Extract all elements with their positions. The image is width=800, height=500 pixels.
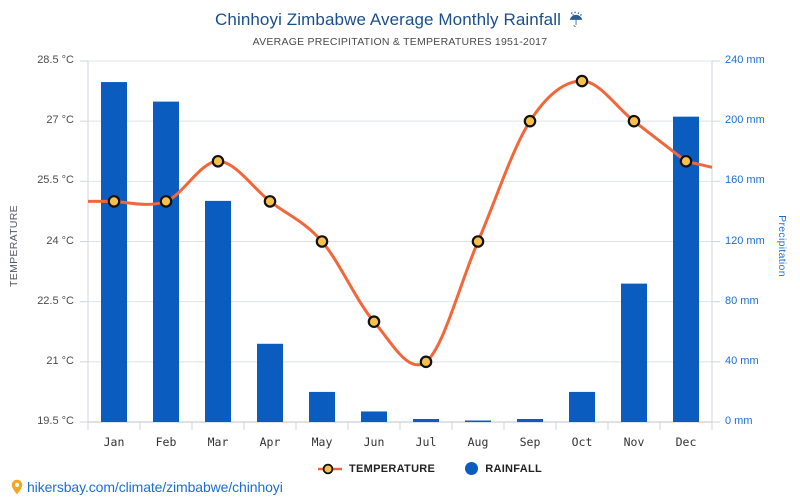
location-pin-icon (10, 479, 24, 495)
y-tick-right-4: 160 mm (725, 174, 765, 187)
temperature-point-may[interactable] (315, 235, 329, 248)
temperature-point-aug[interactable] (471, 235, 485, 248)
x-tick-sep: Sep (519, 435, 541, 449)
temperature-line (112, 79, 688, 367)
y-tick-left-1: 21 °C (46, 354, 74, 367)
temperature-point-sep[interactable] (523, 114, 537, 128)
bar-feb[interactable] (153, 101, 179, 423)
y-tick-left-5: 27 °C (46, 114, 74, 127)
temperature-point-jan[interactable] (107, 195, 121, 208)
umbrella-rain-icon (567, 11, 585, 29)
bar-apr[interactable] (257, 343, 283, 422)
y-tick-right-3: 120 mm (725, 234, 765, 247)
bar-oct[interactable] (569, 391, 595, 422)
bar-sep[interactable] (517, 418, 543, 422)
x-tick-dec: Dec (675, 435, 697, 449)
y-tick-right-1: 40 mm (725, 354, 759, 367)
legend-label-temperature: TEMPERATURE (348, 462, 436, 475)
temperature-point-dec[interactable] (679, 154, 693, 168)
bar-nov[interactable] (621, 283, 647, 422)
bar-mar[interactable] (205, 200, 231, 422)
x-tick-jan: Jan (103, 435, 125, 449)
bar-aug[interactable] (465, 420, 491, 422)
temperature-point-oct[interactable] (575, 74, 589, 88)
temperature-point-jul[interactable] (419, 355, 433, 369)
temperature-point-mar[interactable] (211, 154, 225, 168)
footer-url[interactable]: hikersbay.com/climate/zimbabwe/chinhoyi (27, 479, 283, 495)
y-tick-right-6: 240 mm (725, 54, 765, 66)
x-tick-mar: Mar (207, 435, 229, 449)
rainfall-dot-icon (465, 462, 479, 475)
y-tick-left-3: 24 °C (46, 234, 74, 247)
bar-jan[interactable] (101, 82, 127, 422)
x-tick-oct: Oct (571, 435, 593, 449)
y-tick-right-5: 200 mm (725, 114, 765, 127)
bar-jul[interactable] (413, 418, 439, 422)
bar-may[interactable] (309, 391, 335, 422)
x-tick-aug: Aug (467, 435, 489, 449)
chart-subtitle: AVERAGE PRECIPITATION & TEMPERATURES 195… (252, 36, 548, 48)
x-tick-may: May (311, 435, 333, 449)
legend-item-rainfall[interactable]: RAINFALL (465, 462, 542, 475)
footer: hikersbay.com/climate/zimbabwe/chinhoyi (10, 479, 283, 495)
bar-jun[interactable] (361, 411, 387, 422)
legend-item-temperature[interactable]: TEMPERATURE (317, 462, 436, 475)
temperature-point-jun[interactable] (367, 315, 381, 329)
temperature-point-apr[interactable] (263, 195, 277, 208)
x-tick-jul: Jul (415, 435, 437, 449)
x-tick-nov: Nov (623, 435, 645, 449)
temperature-line-marker-icon (317, 463, 342, 475)
y-tick-left-0: 19.5 °C (37, 415, 74, 427)
y-tick-left-2: 22.5 °C (37, 294, 74, 307)
temperature-point-nov[interactable] (627, 114, 641, 128)
legend-label-rainfall: RAINFALL (485, 462, 542, 475)
chart-legend: TEMPERATURE RAINFALL (0, 462, 800, 475)
y-tick-right-0: 0 mm (725, 415, 753, 427)
x-tick-jun: Jun (363, 435, 385, 449)
x-tick-feb: Feb (155, 435, 177, 449)
temperature-point-feb[interactable] (159, 195, 173, 208)
y-tick-right-2: 80 mm (725, 294, 759, 307)
x-tick-apr: Apr (259, 435, 281, 449)
page-title: Chinhoyi Zimbabwe Average Monthly Rainfa… (0, 0, 800, 31)
bar-dec[interactable] (673, 116, 699, 422)
chart-title-text: Chinhoyi Zimbabwe Average Monthly Rainfa… (215, 10, 561, 29)
y-tick-left-6: 28.5 °C (37, 54, 74, 66)
y-tick-left-4: 25.5 °C (37, 174, 74, 187)
